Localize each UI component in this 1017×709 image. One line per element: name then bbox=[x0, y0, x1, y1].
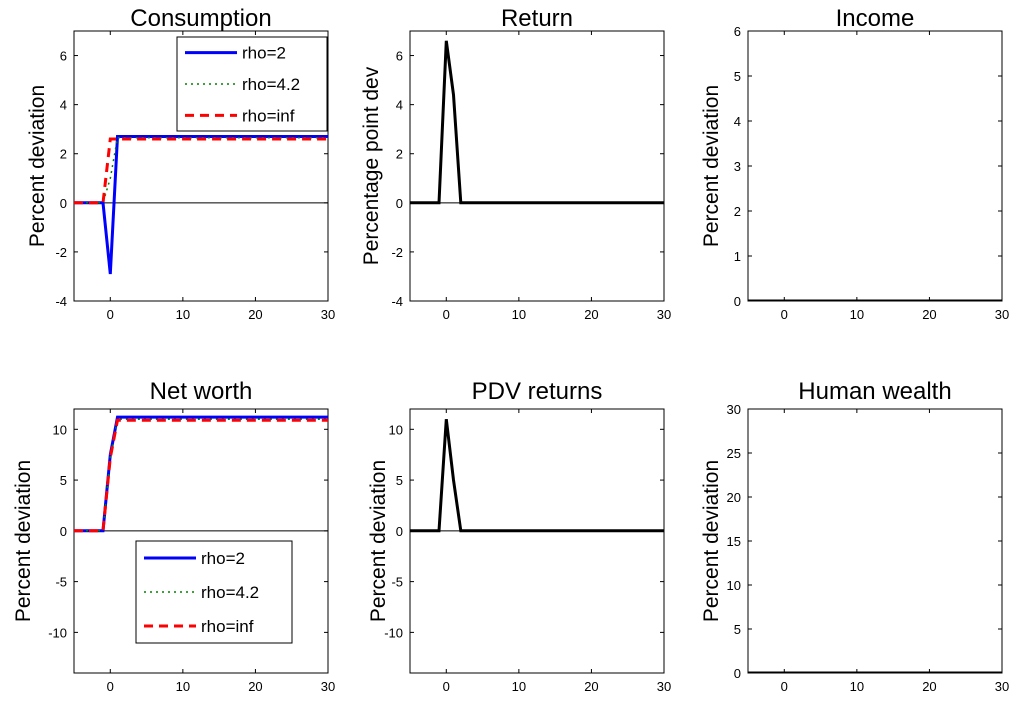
chart-title: Consumption bbox=[130, 5, 271, 32]
legend-label: rho=inf bbox=[242, 106, 295, 125]
y-tick-label: -5 bbox=[55, 575, 67, 590]
series-line-0 bbox=[410, 419, 664, 533]
x-tick-label: 30 bbox=[321, 307, 335, 322]
chart-panel: 0 10 20 30 -4 -2 0 2 4 6 Consumption Percent deviat… bbox=[26, 5, 335, 322]
legend-label: rho=4.2 bbox=[201, 583, 259, 602]
x-tick-label: 10 bbox=[512, 679, 526, 694]
legend-label: rho=2 bbox=[242, 44, 286, 63]
x-tick-label: 0 bbox=[443, 307, 450, 322]
chart-panel: 0 10 20 30 0 1 2 3 4 5 6 Income Percent deviation bbox=[700, 5, 1009, 322]
series-group bbox=[410, 419, 664, 533]
chart-panel: 0 10 20 30 0 5 10 15 20 25 30 Human wealth Percent d… bbox=[700, 378, 1009, 694]
y-tick-label: -10 bbox=[384, 625, 403, 640]
y-tick-label: 2 bbox=[396, 147, 403, 162]
y-tick-label: 4 bbox=[396, 98, 403, 113]
chart-title: Income bbox=[836, 5, 915, 32]
y-tick-label: 10 bbox=[727, 578, 741, 593]
x-tick-label: 20 bbox=[922, 679, 936, 694]
x-tick-label: 0 bbox=[443, 679, 450, 694]
y-tick-label: 0 bbox=[396, 524, 403, 539]
y-tick-label: 5 bbox=[734, 69, 741, 84]
y-tick-label: -4 bbox=[55, 294, 67, 309]
x-tick-label: 0 bbox=[781, 679, 788, 694]
series-line-0 bbox=[410, 40, 664, 205]
series-group bbox=[74, 135, 328, 275]
y-tick-label: -2 bbox=[391, 245, 403, 260]
chart-title: Human wealth bbox=[798, 378, 951, 405]
series-group bbox=[74, 415, 328, 533]
legend-label: rho=2 bbox=[201, 549, 245, 568]
chart-title: PDV returns bbox=[472, 378, 603, 405]
x-tick-label: 10 bbox=[176, 307, 190, 322]
y-tick-label: 2 bbox=[60, 147, 67, 162]
x-tick-label: 20 bbox=[248, 307, 262, 322]
y-tick-label: 2 bbox=[734, 204, 741, 219]
y-tick-label: -4 bbox=[391, 294, 403, 309]
y-tick-label: 0 bbox=[60, 524, 67, 539]
plot-frame bbox=[747, 408, 1003, 674]
y-tick-label: 4 bbox=[734, 114, 741, 129]
x-tick-label: 30 bbox=[995, 307, 1009, 322]
x-tick-label: 20 bbox=[584, 307, 598, 322]
y-tick-label: 0 bbox=[60, 196, 67, 211]
chart-title: Return bbox=[501, 5, 573, 32]
chart-title: Net worth bbox=[150, 378, 253, 405]
y-tick-label: -5 bbox=[391, 575, 403, 590]
plot-frame bbox=[747, 30, 1003, 302]
plot-frame bbox=[409, 408, 665, 674]
x-tick-label: 30 bbox=[657, 307, 671, 322]
y-tick-label: 6 bbox=[734, 24, 741, 39]
y-tick-label: 6 bbox=[396, 49, 403, 64]
y-tick-label: -10 bbox=[48, 625, 67, 640]
x-tick-label: 30 bbox=[321, 679, 335, 694]
y-axis-label: Percent deviation bbox=[367, 460, 390, 622]
chart-panel: 0 10 20 30 -10 -5 0 5 10 Net worth Percent deviati… bbox=[12, 378, 335, 694]
y-tick-label: 0 bbox=[734, 666, 741, 681]
y-tick-label: 30 bbox=[727, 402, 741, 417]
y-tick-label: 15 bbox=[727, 534, 741, 549]
x-tick-label: 20 bbox=[584, 679, 598, 694]
x-tick-label: 20 bbox=[248, 679, 262, 694]
x-tick-label: 30 bbox=[995, 679, 1009, 694]
y-tick-label: 0 bbox=[734, 294, 741, 309]
x-tick-label: 0 bbox=[781, 307, 788, 322]
y-axis-label: Percent deviation bbox=[700, 460, 723, 622]
y-axis-label: Percent deviation bbox=[700, 85, 723, 247]
legend: rho=2 rho=4.2 rho=inf bbox=[176, 36, 328, 132]
x-tick-label: 0 bbox=[107, 679, 114, 694]
y-tick-label: 3 bbox=[734, 159, 741, 174]
x-tick-label: 10 bbox=[850, 679, 864, 694]
legend: rho=2 rho=4.2 rho=inf bbox=[135, 540, 293, 644]
y-tick-label: 5 bbox=[396, 473, 403, 488]
y-tick-label: 10 bbox=[53, 422, 67, 437]
x-tick-label: 0 bbox=[107, 307, 114, 322]
y-tick-label: -2 bbox=[55, 245, 67, 260]
y-tick-label: 20 bbox=[727, 490, 741, 505]
y-tick-label: 5 bbox=[734, 622, 741, 637]
x-tick-label: 10 bbox=[850, 307, 864, 322]
y-tick-label: 1 bbox=[734, 249, 741, 264]
series-group bbox=[410, 40, 664, 205]
series-line-rho-inf bbox=[74, 137, 328, 205]
plot-frame bbox=[409, 30, 665, 302]
x-tick-label: 10 bbox=[176, 679, 190, 694]
y-axis-label: Percent deviation bbox=[26, 85, 49, 247]
y-axis-label: Percent deviation bbox=[12, 460, 35, 622]
y-tick-label: 10 bbox=[389, 422, 403, 437]
x-tick-label: 10 bbox=[512, 307, 526, 322]
y-tick-label: 4 bbox=[60, 98, 67, 113]
y-axis-label: Percentage point dev bbox=[360, 66, 383, 265]
legend-label: rho=4.2 bbox=[242, 75, 300, 94]
series-line-rho-inf bbox=[74, 418, 328, 533]
chart-panel: 0 10 20 30 -4 -2 0 2 4 6 Return Percentage point de… bbox=[360, 5, 671, 322]
x-tick-label: 30 bbox=[657, 679, 671, 694]
chart-panel: 0 10 20 30 -10 -5 0 5 10 PDV returns Percent devia… bbox=[367, 378, 671, 694]
y-tick-label: 5 bbox=[60, 473, 67, 488]
x-tick-label: 20 bbox=[922, 307, 936, 322]
y-tick-label: 25 bbox=[727, 446, 741, 461]
y-tick-label: 0 bbox=[396, 196, 403, 211]
y-tick-label: 6 bbox=[60, 49, 67, 64]
legend-label: rho=inf bbox=[201, 617, 254, 636]
